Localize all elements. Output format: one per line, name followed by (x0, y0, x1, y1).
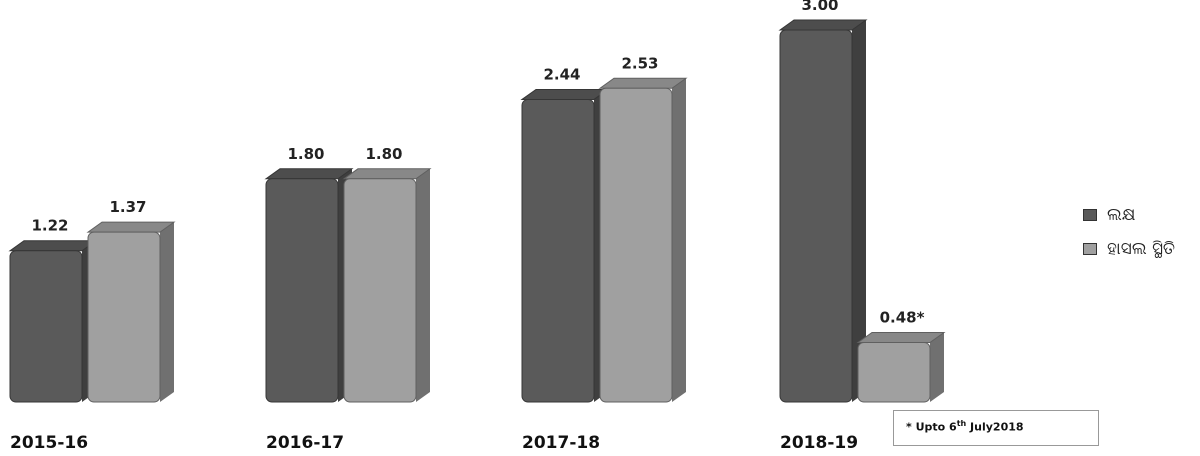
bar-top-target-2018-19 (778, 19, 868, 31)
data-label-achievement-2016-17: 1.80 (365, 145, 402, 163)
bar-top-target-2015-16 (8, 240, 98, 252)
data-label-target-2016-17: 1.80 (287, 145, 324, 163)
data-label-achievement-2018-19: 0.48* (880, 308, 925, 326)
footnote-prefix: * Upto 6 (906, 420, 957, 434)
footnote-superscript: th (956, 419, 967, 428)
legend-swatch-target (1083, 209, 1097, 221)
bar-achievement-2016-17 (343, 178, 417, 403)
bar-top-achievement-2016-17 (342, 168, 432, 180)
data-label-target-2018-19: 3.00 (801, 0, 838, 14)
bar-achievement-2018-19 (857, 341, 931, 403)
bar-top-achievement-2015-16 (86, 221, 176, 233)
footnote-box: * Upto 6th July2018 (893, 410, 1099, 446)
bar-top-target-2017-18 (520, 88, 610, 100)
legend-label-target: ଲକ୍ଷ (1107, 205, 1136, 225)
data-label-achievement-2015-16: 1.37 (109, 198, 146, 216)
bar-target-2017-18 (521, 98, 595, 403)
legend-swatch-achievement (1083, 243, 1097, 255)
category-label-2018-19: 2018-19 (780, 433, 858, 453)
footnote-suffix: July2018 (966, 420, 1024, 434)
bar-top-target-2016-17 (264, 168, 354, 180)
bar-achievement-2015-16 (87, 231, 161, 403)
bar-side-achievement-2017-18 (672, 78, 686, 402)
legend-label-achievement: ହାସଲ ସ୍ଥିତି (1107, 239, 1176, 259)
bar-target-2015-16 (9, 250, 83, 403)
data-label-achievement-2017-18: 2.53 (621, 54, 658, 72)
category-label-2016-17: 2016-17 (266, 433, 344, 453)
bar-side-achievement-2015-16 (160, 222, 174, 402)
bar-side-target-2018-19 (852, 20, 866, 402)
legend-item-target: ଲକ୍ଷ (1083, 198, 1175, 232)
bar-target-2018-19 (779, 29, 853, 403)
legend: ଲକ୍ଷ ହାସଲ ସ୍ଥିତି (1083, 198, 1175, 266)
bar-top-achievement-2018-19 (856, 331, 946, 343)
data-label-target-2015-16: 1.22 (31, 217, 68, 235)
bar-side-achievement-2016-17 (416, 168, 430, 402)
legend-item-achievement: ହାସଲ ସ୍ଥିତି (1083, 232, 1175, 266)
bar-top-achievement-2017-18 (598, 77, 688, 89)
category-label-2017-18: 2017-18 (522, 433, 600, 453)
bar-side-achievement-2018-19 (930, 332, 944, 402)
data-label-target-2017-18: 2.44 (543, 65, 580, 83)
category-label-2015-16: 2015-16 (10, 433, 88, 453)
bar-target-2016-17 (265, 178, 339, 403)
bar-achievement-2017-18 (599, 87, 673, 403)
